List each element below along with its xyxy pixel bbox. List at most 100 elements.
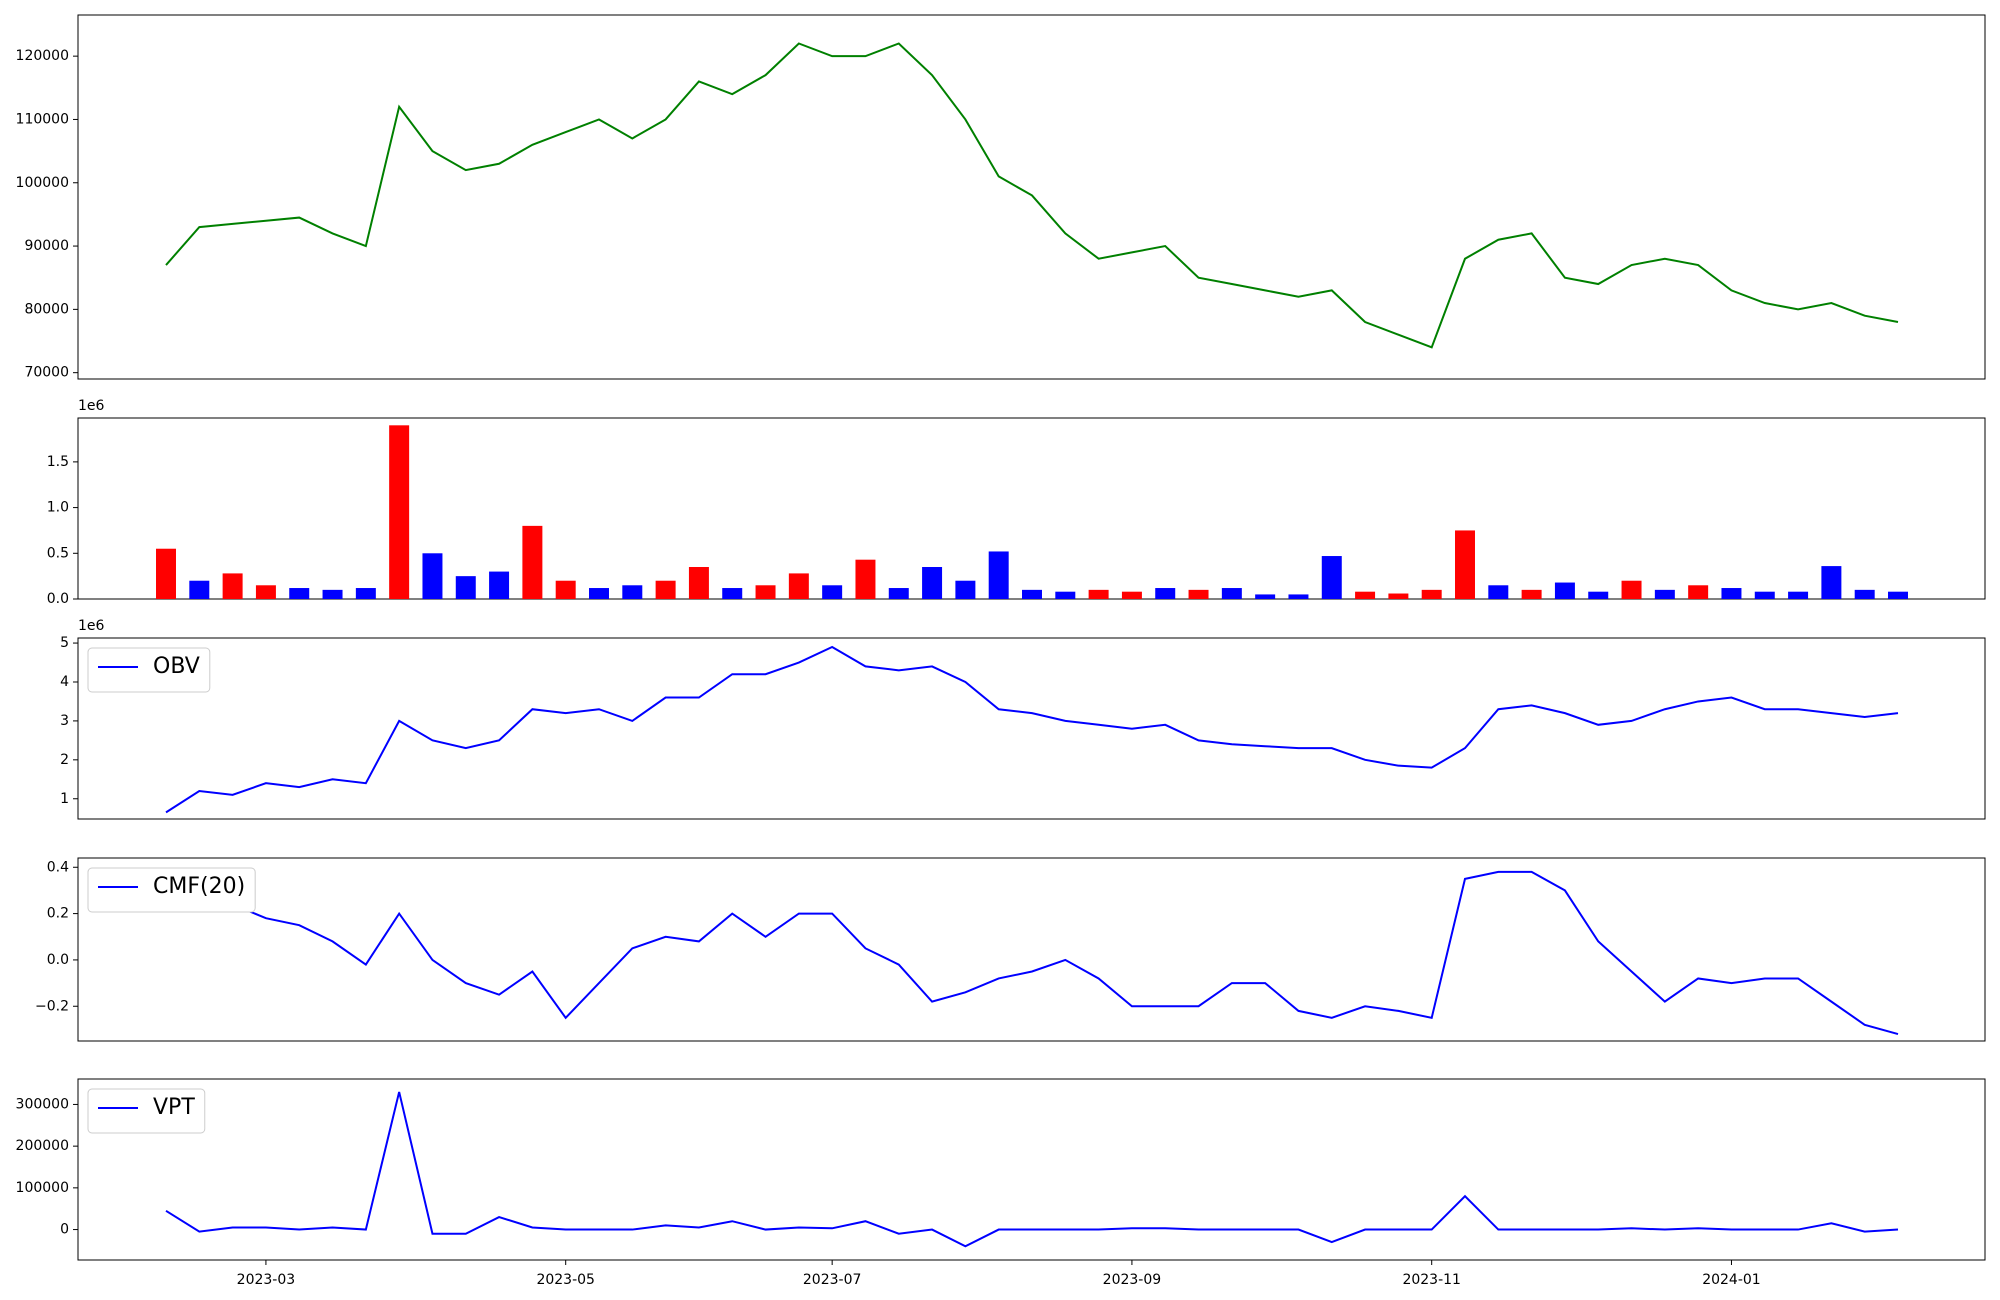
y-tick-label: 200000 [16, 1138, 69, 1154]
volume-bar [322, 589, 343, 599]
volume-bar [289, 588, 310, 599]
volume-bar [1488, 585, 1509, 599]
volume-bar [1621, 580, 1642, 599]
volume-bar [355, 588, 376, 599]
y-tick-label: 110000 [16, 111, 69, 127]
y-tick-label: 90000 [24, 238, 69, 254]
volume-bar [589, 588, 609, 599]
volume-bar [522, 525, 543, 599]
volume-bar [1421, 589, 1442, 599]
volume-bar [389, 425, 410, 599]
volume-bar [255, 585, 276, 599]
volume-bar [1321, 556, 1342, 599]
volume-bar [922, 567, 943, 599]
volume-bar [855, 559, 876, 599]
x-tick-label: 2023-03 [237, 1272, 296, 1288]
volume-bar [722, 588, 743, 599]
volume-bar [788, 573, 809, 599]
volume-bar [622, 585, 643, 599]
volume-bar [1721, 588, 1742, 599]
x-tick-label: 2023-05 [536, 1272, 595, 1288]
volume-bar [822, 585, 843, 599]
volume-bar [1288, 594, 1309, 599]
y-tick-label: 300000 [16, 1096, 69, 1112]
legend-box [87, 867, 256, 913]
volume-bar [1355, 591, 1376, 599]
y-tick-label: 0.4 [47, 859, 69, 875]
plot-frame [77, 1078, 1986, 1261]
plot-frame [77, 417, 1986, 600]
y-tick-label: 0.2 [47, 906, 69, 922]
legend: OBV [87, 647, 211, 693]
axis-offset-text: 1e6 [78, 398, 105, 414]
volume-bar [1022, 589, 1042, 599]
volume-bar [422, 553, 443, 599]
y-tick-label: 0.0 [47, 952, 69, 968]
volume-bar [1521, 589, 1542, 599]
volume-bar [1754, 591, 1775, 599]
axis-offset-text: 1e6 [78, 618, 105, 634]
volume-bar [888, 588, 909, 599]
y-tick-label: 80000 [24, 301, 69, 317]
volume-bar [988, 551, 1009, 599]
legend-label: CMF(20) [153, 874, 245, 899]
y-tick-label: 120000 [16, 48, 69, 64]
legend-box [87, 647, 211, 693]
volume-bar [1121, 591, 1142, 599]
legend-label: OBV [153, 654, 200, 679]
volume-bar [1654, 589, 1675, 599]
y-tick-label: −0.2 [35, 998, 69, 1014]
volume-bar [955, 580, 976, 599]
y-tick-label: 0 [60, 1222, 69, 1238]
volume-bar [1255, 594, 1276, 599]
volume-bar [489, 571, 510, 599]
series-line [165, 870, 1899, 1036]
volume-bar [1455, 530, 1475, 599]
x-tick-label: 2023-11 [1402, 1272, 1461, 1288]
series-line [165, 1091, 1899, 1248]
volume-bar [1188, 589, 1209, 599]
volume-bar [455, 576, 476, 599]
y-tick-label: 100000 [16, 175, 69, 191]
volume-bar [755, 585, 776, 599]
x-tick-label: 2023-09 [1103, 1272, 1162, 1288]
y-tick-label: 1.0 [47, 500, 69, 516]
volume-bar [1854, 589, 1875, 599]
volume-bar [222, 573, 243, 599]
volume-bar [1055, 591, 1076, 599]
volume-bar [1688, 585, 1709, 599]
volume-bar [1821, 566, 1842, 599]
y-tick-label: 70000 [24, 365, 69, 381]
volume-bar [688, 567, 709, 599]
volume-bar [1788, 591, 1809, 599]
plot-frame [77, 857, 1986, 1042]
volume-bar [156, 548, 176, 599]
plot-frame [77, 637, 1986, 820]
volume-bar [1155, 588, 1176, 599]
legend-box [87, 1088, 206, 1134]
legend: CMF(20) [87, 867, 256, 913]
y-tick-label: 1 [60, 791, 69, 807]
plot-frame [77, 14, 1986, 380]
volume-bar [1388, 593, 1409, 599]
volume-bar [1088, 589, 1109, 599]
x-tick-label: 2024-01 [1702, 1272, 1761, 1288]
volume-bar [1554, 582, 1575, 599]
volume-bar [555, 580, 576, 599]
volume-bar [189, 580, 210, 599]
series-line [165, 645, 1899, 814]
y-tick-label: 4 [60, 674, 69, 690]
volume-bar [1888, 591, 1908, 599]
legend: VPT [87, 1088, 206, 1134]
volume-bar [655, 580, 676, 599]
y-tick-label: 3 [60, 713, 69, 729]
y-tick-label: 100000 [16, 1180, 69, 1196]
x-tick-label: 2023-07 [803, 1272, 862, 1288]
volume-bar [1588, 591, 1609, 599]
y-tick-label: 1.5 [47, 454, 69, 470]
series-line [165, 42, 1899, 349]
y-tick-label: 0.5 [47, 545, 69, 561]
y-tick-label: 2 [60, 752, 69, 768]
y-tick-label: 5 [60, 635, 69, 651]
